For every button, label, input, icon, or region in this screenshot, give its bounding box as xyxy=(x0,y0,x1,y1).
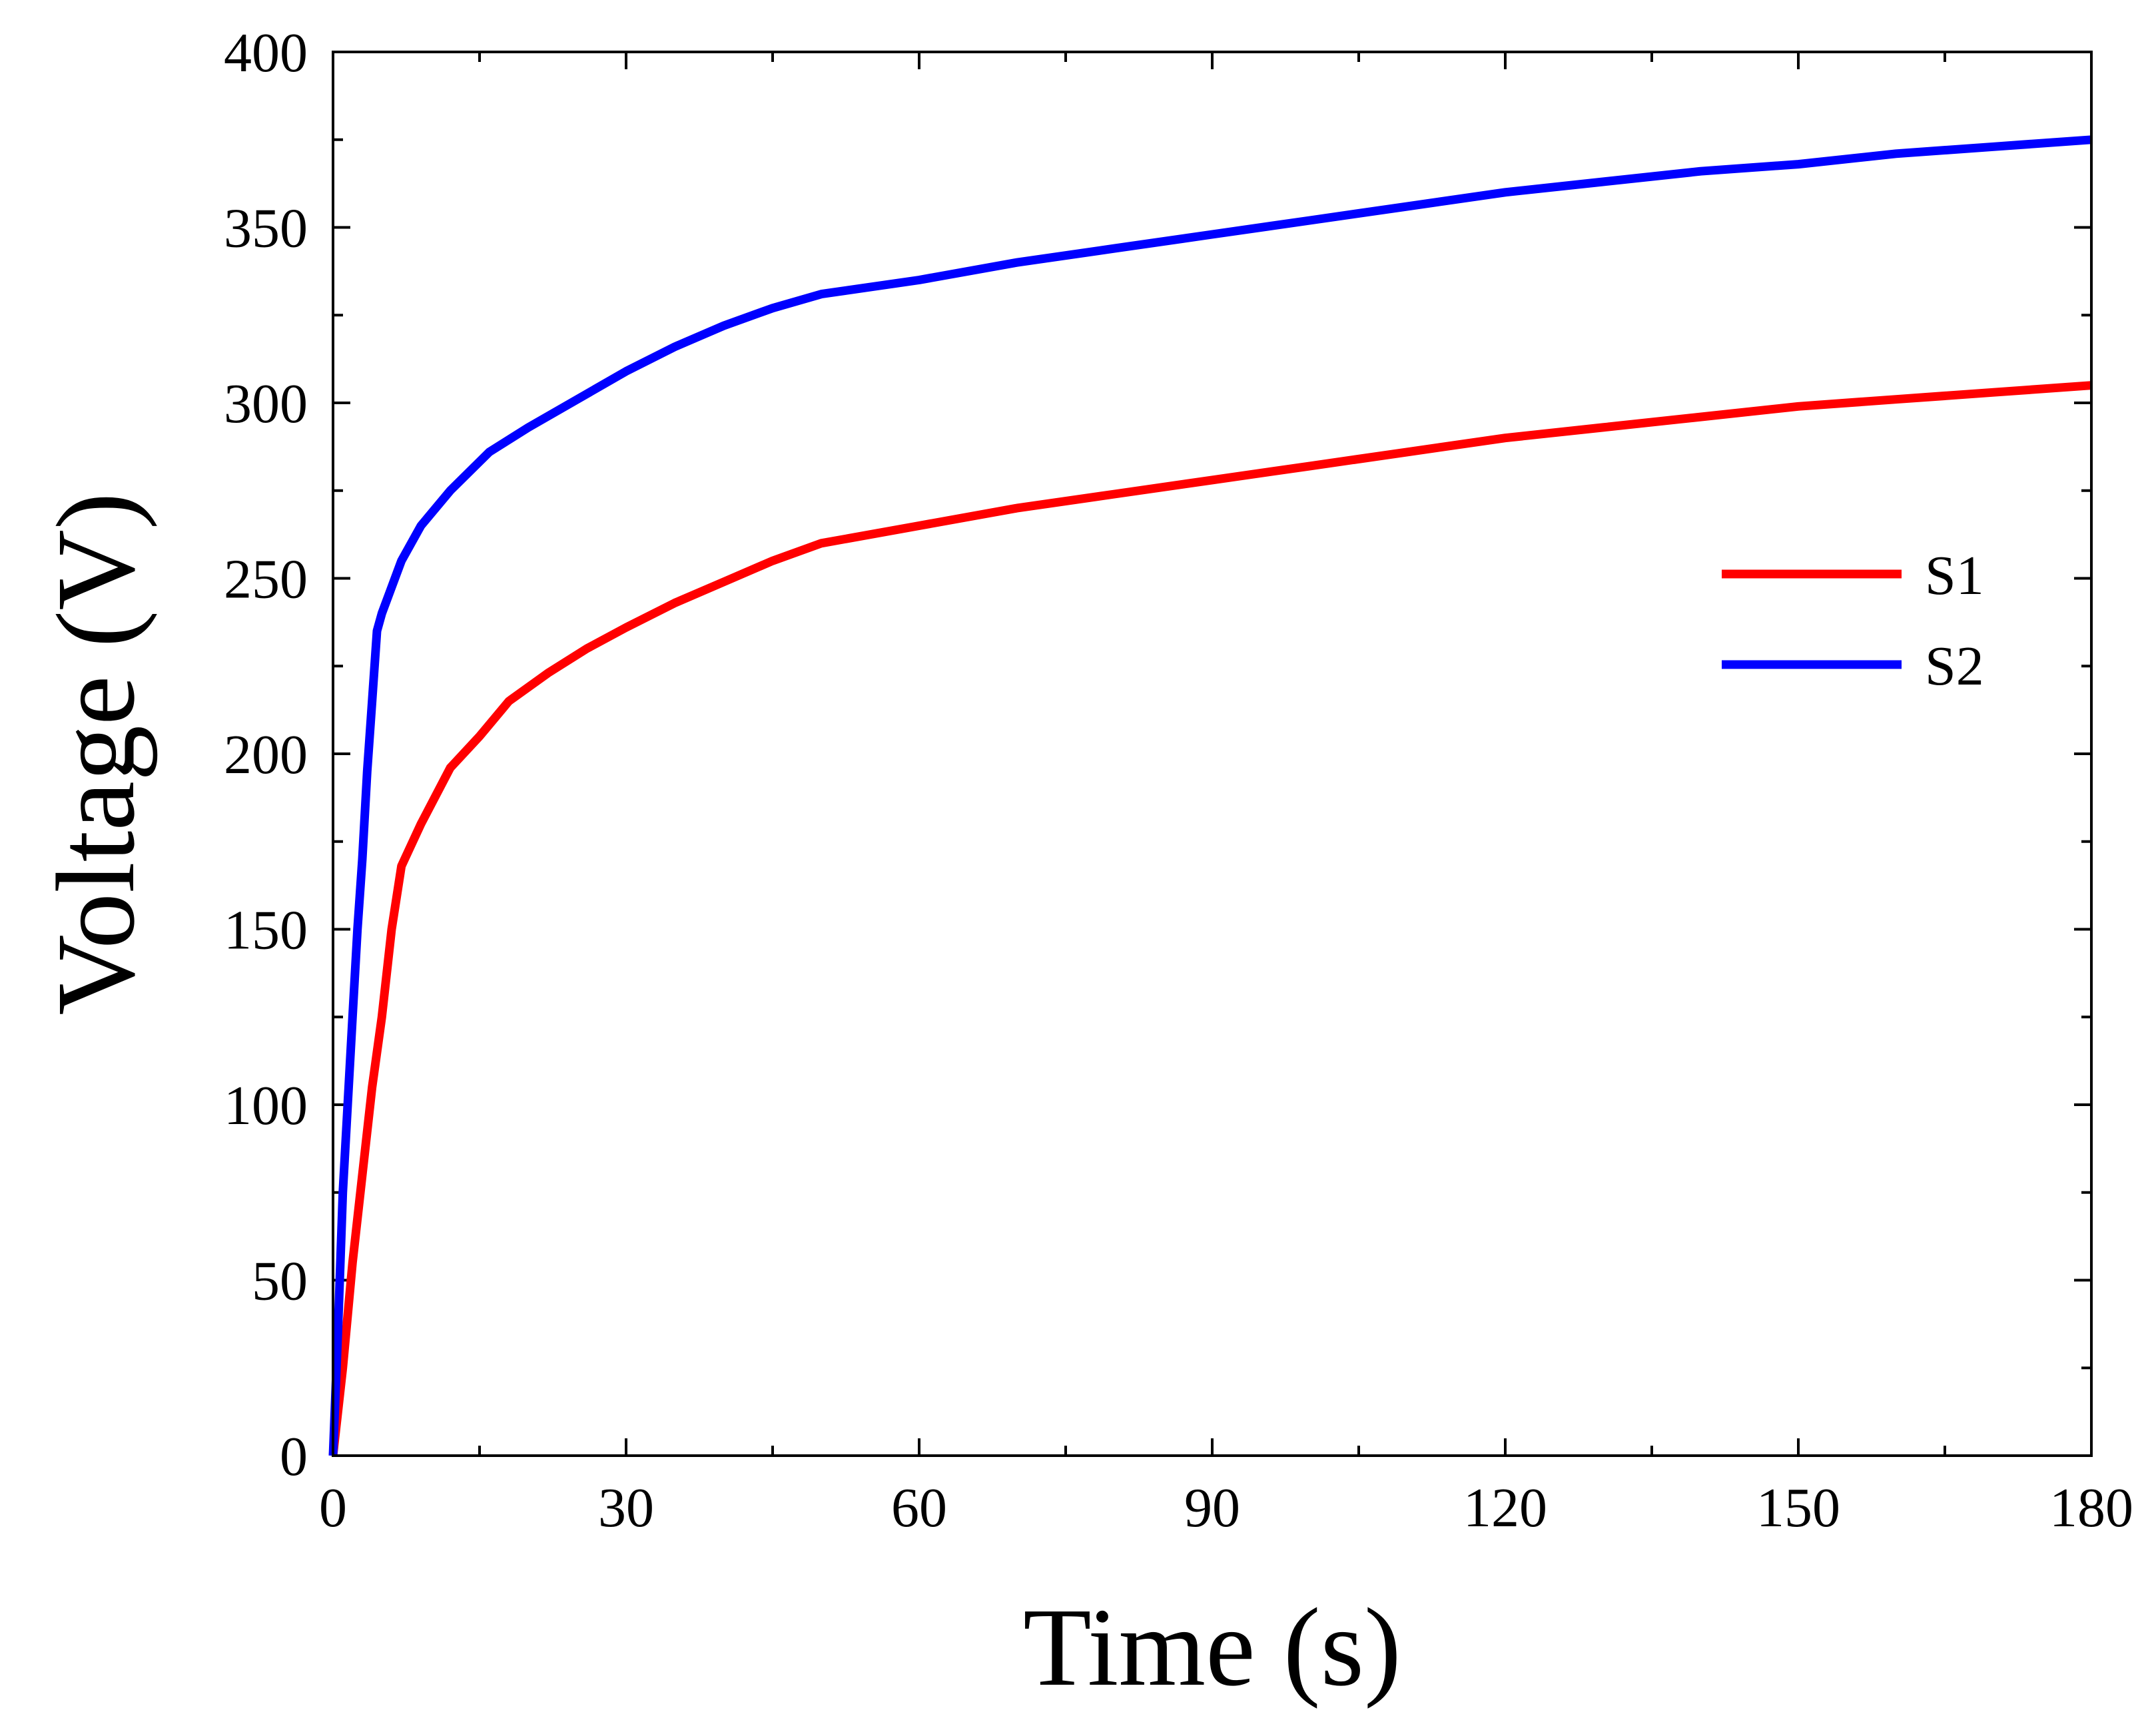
legend-label-s1: S1 xyxy=(1925,545,1984,607)
x-tick-label: 30 xyxy=(598,1477,654,1539)
x-tick-label: 150 xyxy=(1756,1477,1840,1539)
x-tick-label: 180 xyxy=(2049,1477,2133,1539)
y-tick-label: 350 xyxy=(224,198,308,260)
y-tick-label: 250 xyxy=(224,549,308,611)
plot-area-frame xyxy=(332,51,2093,1457)
y-axis-title: Voltage (V) xyxy=(34,492,158,1015)
y-tick-label: 150 xyxy=(224,900,308,962)
x-tick-label: 0 xyxy=(319,1477,347,1539)
y-tick-label: 0 xyxy=(280,1426,308,1488)
y-tick-label: 300 xyxy=(224,373,308,435)
x-tick-label: 120 xyxy=(1463,1477,1547,1539)
x-tick-label: 60 xyxy=(891,1477,947,1539)
y-tick-label: 50 xyxy=(252,1251,308,1312)
x-tick-label: 90 xyxy=(1184,1477,1240,1539)
x-axis-title: Time (s) xyxy=(1023,1586,1401,1709)
series-line-s1 xyxy=(328,381,2092,1456)
y-tick-label: 100 xyxy=(224,1075,308,1137)
series-line-s2 xyxy=(328,135,2092,1456)
y-tick-label: 400 xyxy=(224,22,308,84)
legend-label-s2: S2 xyxy=(1925,635,1984,697)
y-tick-label: 200 xyxy=(224,724,308,786)
